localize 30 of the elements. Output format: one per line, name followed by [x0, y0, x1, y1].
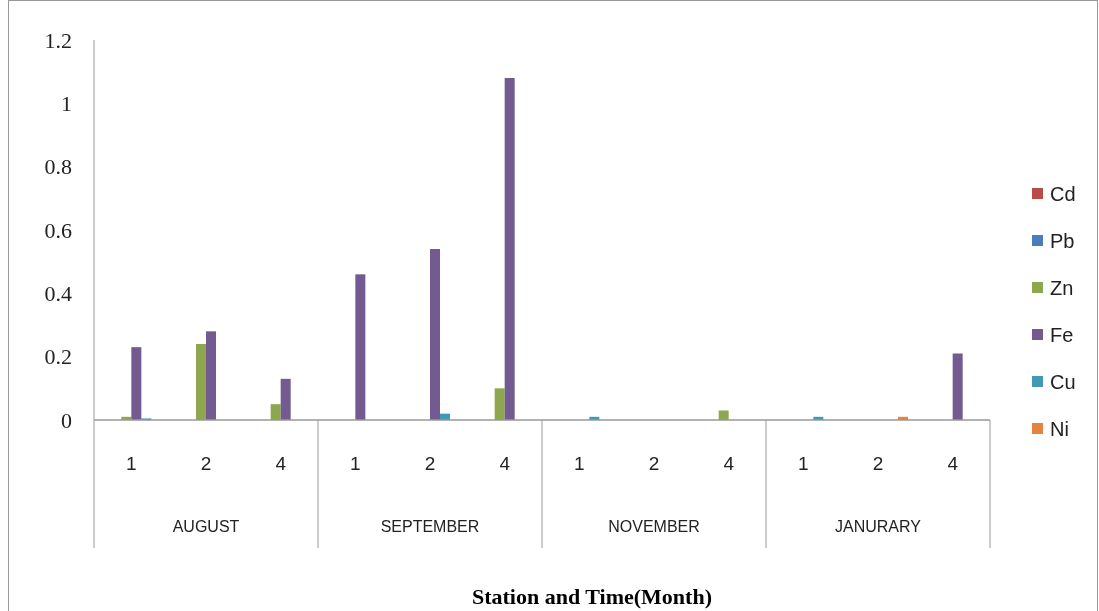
- x-tick-label: 1: [126, 453, 137, 474]
- y-tick-label: 0.4: [44, 281, 72, 307]
- x-axis-title: Station and Time(Month): [471, 584, 713, 609]
- y-tick-label: 0.2: [44, 344, 72, 370]
- x-tick-label: 2: [200, 453, 212, 474]
- legend-label: Pb: [1050, 230, 1075, 252]
- x-tick-label: 4: [947, 453, 959, 474]
- x-tick-label: 1: [798, 453, 809, 474]
- x-tick-label: 1: [574, 453, 585, 474]
- x-tick-label: 1: [350, 453, 361, 474]
- y-tick-label: 0.8: [44, 154, 72, 180]
- text: AUGUST: [172, 518, 240, 535]
- x-tick-label: 4: [499, 453, 511, 474]
- legend-label: Cu: [1050, 371, 1076, 393]
- legend-label: Ni: [1050, 418, 1069, 440]
- x-tick-label: 4: [723, 453, 735, 474]
- text: JANURARY: [835, 518, 922, 535]
- x-tick-label: 2: [424, 453, 436, 474]
- legend-label: Zn: [1050, 277, 1074, 299]
- x-tick-label: 2: [872, 453, 884, 474]
- x-tick-label: 2: [648, 453, 660, 474]
- y-tick-label: 0.6: [44, 217, 72, 243]
- text: SEPTEMBER: [380, 518, 480, 535]
- y-tick-label: 0: [61, 407, 72, 433]
- y-tick-label: 1.2: [44, 27, 72, 53]
- x-tick-label: 4: [275, 453, 287, 474]
- y-tick-label: 1: [61, 91, 72, 117]
- legend-label: Fe: [1050, 324, 1074, 346]
- legend-label: Cd: [1050, 183, 1076, 205]
- text: NOVEMBER: [608, 518, 700, 535]
